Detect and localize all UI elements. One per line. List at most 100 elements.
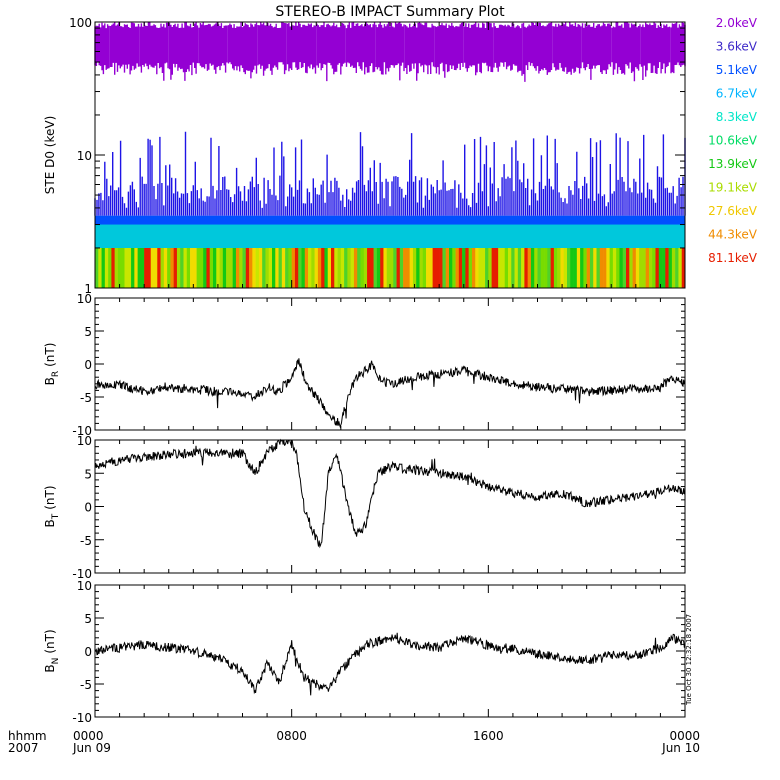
- legend-item: 3.6keV: [716, 40, 758, 54]
- year-axis-label: 2007: [8, 741, 39, 755]
- strip-cell: [671, 247, 676, 288]
- label-unit: (nT): [43, 485, 57, 509]
- strip-cell: [275, 247, 279, 288]
- strip-cell: [586, 247, 591, 288]
- strip-cell: [468, 247, 473, 288]
- strip-cell: [550, 247, 555, 288]
- strip-cell: [530, 247, 535, 288]
- strip-cell: [370, 247, 374, 288]
- spectrum-line-2.0kev: [94, 22, 686, 82]
- start-date-label: Jun 09: [72, 741, 111, 755]
- strip-cell: [114, 247, 119, 288]
- field-line-bt: [94, 438, 686, 549]
- timestamp-label: Tue Oct 30 12:32:18 2007: [685, 614, 693, 706]
- bt-panel: 10 5 0 -5 -10 BT (nT): [43, 434, 686, 581]
- strip-cell: [465, 247, 469, 288]
- strip-cell: [537, 247, 542, 288]
- strip-cell: [337, 247, 342, 288]
- strip-cell: [344, 247, 348, 288]
- legend-item: 27.6keV: [708, 204, 758, 218]
- label-symbol: B: [43, 377, 57, 385]
- strip-cell: [272, 247, 276, 288]
- strip-cell: [576, 247, 581, 288]
- strip-cell: [393, 247, 397, 288]
- spectrum-line-3.6kev: [94, 131, 686, 216]
- strip-cell: [458, 247, 463, 288]
- strip-cell: [249, 247, 253, 288]
- legend-item: 13.9keV: [708, 157, 758, 171]
- label-symbol: B: [43, 519, 57, 527]
- strip-cell: [563, 247, 568, 288]
- strip-cell: [455, 247, 460, 288]
- strip-cell: [127, 247, 132, 288]
- strip-cell: [445, 247, 450, 288]
- strip-cell: [226, 247, 230, 288]
- strip-cell: [416, 247, 420, 288]
- strip-cell: [632, 247, 637, 288]
- legend-item: 8.3keV: [716, 110, 758, 124]
- strip-cell: [327, 247, 332, 288]
- strip-cell: [321, 247, 325, 288]
- strip-cell: [203, 247, 207, 288]
- strip-cell: [340, 247, 345, 288]
- strip-cell: [298, 247, 302, 288]
- strip-cell: [609, 247, 614, 288]
- strip-cell: [570, 247, 574, 288]
- y-tick-label: 10: [77, 579, 92, 593]
- strip-cell: [193, 247, 197, 288]
- strip-cell: [278, 247, 283, 288]
- strip-cell: [245, 247, 250, 288]
- strip-cell: [154, 247, 158, 288]
- strip-cell: [383, 247, 388, 288]
- strip-cell: [639, 247, 643, 288]
- strip-cell: [268, 247, 273, 288]
- legend-item: 81.1keV: [708, 251, 758, 265]
- strip-cell: [199, 247, 204, 288]
- strip-cell: [209, 247, 214, 288]
- strip-cell: [553, 247, 558, 288]
- strip-cell: [186, 247, 191, 288]
- label-subscript: R: [51, 371, 61, 377]
- panel-frame: [94, 439, 686, 574]
- strip-cell: [386, 247, 391, 288]
- strip-cell: [527, 247, 532, 288]
- strip-cell: [675, 247, 679, 288]
- strip-cell: [163, 247, 168, 288]
- strip-cell: [403, 247, 407, 288]
- ste-y-axis-label: STE D0 (keV): [43, 116, 57, 195]
- strip-cell: [665, 247, 669, 288]
- strip-cell: [124, 247, 129, 288]
- strip-cell: [258, 247, 263, 288]
- strip-cell: [635, 247, 640, 288]
- strip-cell: [478, 247, 483, 288]
- legend-item: 44.3keV: [708, 228, 758, 242]
- strip-cell: [252, 247, 256, 288]
- strip-cell: [504, 247, 509, 288]
- y-tick-label: 5: [84, 612, 92, 626]
- strip-cell: [262, 247, 266, 288]
- strip-cell: [173, 247, 178, 288]
- y-tick-label: 10: [77, 149, 92, 163]
- strip-cell: [452, 247, 456, 288]
- panel-frame: [94, 584, 686, 718]
- strip-cell: [629, 247, 633, 288]
- strip-cell: [399, 247, 404, 288]
- strip-cell: [494, 247, 499, 288]
- strip-cell: [524, 247, 528, 288]
- strip-cell: [406, 247, 410, 288]
- strip-cell: [481, 247, 486, 288]
- strip-cell: [606, 247, 610, 288]
- strip-cell: [150, 247, 155, 288]
- y-tick-label: -5: [80, 678, 92, 692]
- legend-item: 10.6keV: [708, 134, 758, 148]
- strip-cell: [534, 247, 538, 288]
- strip-cell: [658, 247, 663, 288]
- strip-cell: [104, 247, 109, 288]
- bt-y-axis-label: BT (nT): [43, 485, 61, 527]
- panel-frame: [94, 297, 686, 431]
- strip-cell: [281, 247, 286, 288]
- strip-cell: [363, 247, 368, 288]
- strip-cell: [373, 247, 378, 288]
- band-8.3kev: [95, 224, 685, 248]
